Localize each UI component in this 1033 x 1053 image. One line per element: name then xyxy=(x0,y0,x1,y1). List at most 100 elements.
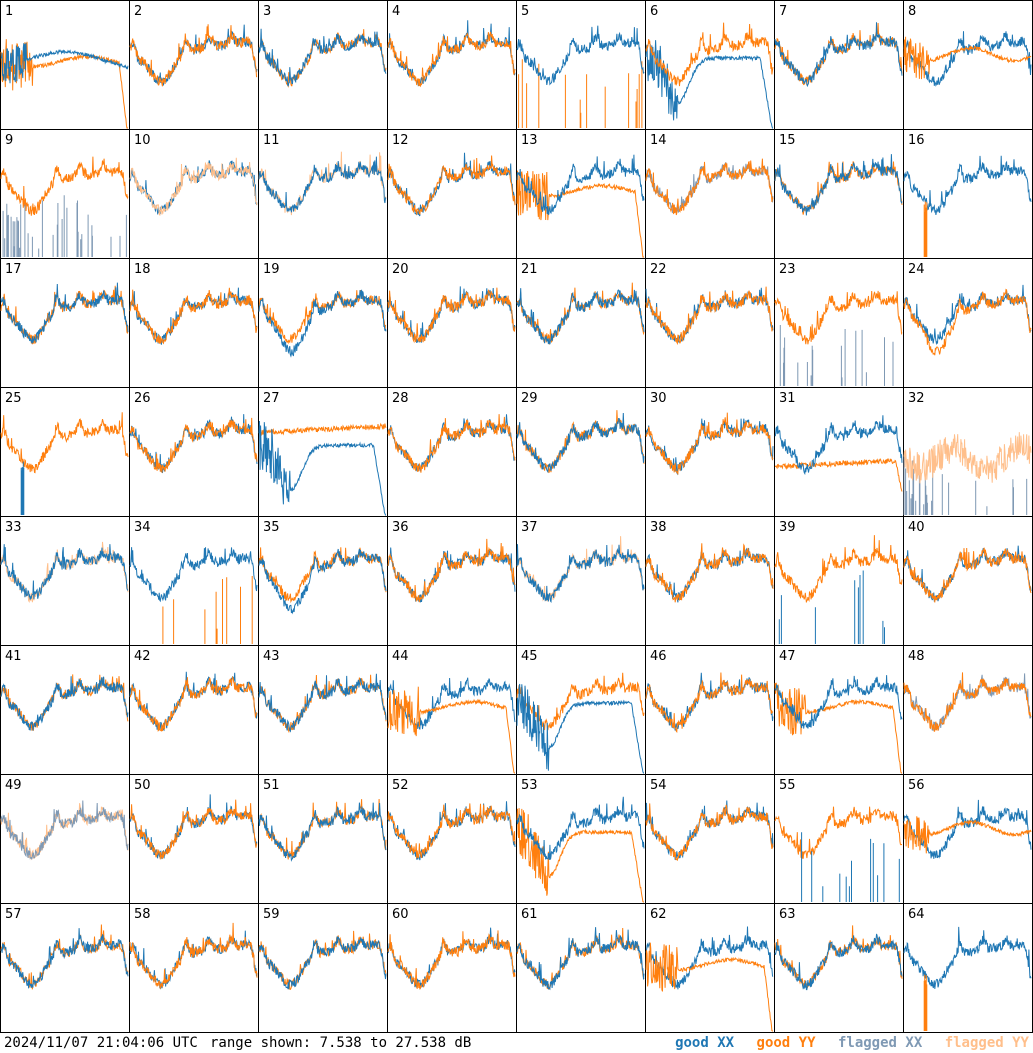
spectrum-panel-42: 42 xyxy=(129,645,259,775)
spectrum-panel-63: 63 xyxy=(774,903,904,1033)
panel-label: 8 xyxy=(908,4,916,19)
trace-yy-64 xyxy=(923,974,928,1031)
trace-yy-6 xyxy=(645,22,774,87)
spectrum-panel-22: 22 xyxy=(645,258,775,388)
trace-yy-16 xyxy=(923,201,928,257)
spectrum-panel-5: 5 xyxy=(516,0,646,130)
spectrum-panel-24: 24 xyxy=(903,258,1033,388)
trace-xx-61 xyxy=(516,927,645,991)
spectrum-panel-26: 26 xyxy=(129,387,259,517)
spectrum-panel-9: 9 xyxy=(0,129,130,259)
panel-frame xyxy=(387,516,517,646)
panel-frame xyxy=(387,129,517,259)
spectrum-panel-56: 56 xyxy=(903,774,1033,904)
timestamp: 2024/11/07 21:04:06 UTC xyxy=(4,1035,198,1051)
panel-frame xyxy=(258,387,388,517)
panel-frame xyxy=(0,258,130,388)
spectrum-panel-43: 43 xyxy=(258,645,388,775)
trace-xx-7 xyxy=(774,22,903,88)
panel-frame xyxy=(774,387,904,517)
panel-label: 20 xyxy=(392,262,409,277)
legend-good-yy: good YY xyxy=(756,1035,816,1051)
panel-frame xyxy=(0,645,130,775)
panel-label: 52 xyxy=(392,778,409,793)
spectrum-panel-41: 41 xyxy=(0,645,130,775)
panel-frame xyxy=(129,903,259,1033)
panel-label: 63 xyxy=(779,907,796,922)
panel-label: 56 xyxy=(908,778,925,793)
spectrum-panel-30: 30 xyxy=(645,387,775,517)
panel-label: 25 xyxy=(5,391,22,406)
trace-yy-4 xyxy=(387,31,516,88)
trace-xx-29 xyxy=(516,412,645,474)
trace-yy-56 xyxy=(903,816,1032,854)
panel-frame xyxy=(387,903,517,1033)
panel-label: 50 xyxy=(134,778,151,793)
spectrum-panel-35: 35 xyxy=(258,516,388,646)
spectrum-panel-27: 27 xyxy=(258,387,388,517)
panel-frame xyxy=(516,0,646,130)
trace-yy-54 xyxy=(645,803,774,861)
trace-xx-32 xyxy=(903,454,1028,515)
panel-label: 28 xyxy=(392,391,409,406)
panel-frame xyxy=(774,774,904,904)
trace-yy-22 xyxy=(645,286,774,346)
panel-label: 38 xyxy=(650,520,667,535)
panel-label: 37 xyxy=(521,520,538,535)
panel-frame xyxy=(774,258,904,388)
legend-good-xx: good XX xyxy=(675,1035,735,1051)
panel-label: 40 xyxy=(908,520,925,535)
panel-label: 7 xyxy=(779,4,787,19)
spectrum-panel-31: 31 xyxy=(774,387,904,517)
spectrum-panel-50: 50 xyxy=(129,774,259,904)
panel-label: 27 xyxy=(263,391,280,406)
trace-yy-39 xyxy=(774,535,903,603)
trace-yy-60 xyxy=(387,930,516,990)
spectrum-panel-62: 62 xyxy=(645,903,775,1033)
panel-frame xyxy=(0,387,130,517)
trace-xx-63 xyxy=(774,933,903,991)
trace-xx-31 xyxy=(774,415,903,476)
trace-xx-47 xyxy=(774,675,903,729)
trace-xx-17 xyxy=(0,282,129,345)
spectrum-panel-28: 28 xyxy=(387,387,517,517)
panel-label: 3 xyxy=(263,4,271,19)
spectrum-panel-53: 53 xyxy=(516,774,646,904)
spectrum-panel-54: 54 xyxy=(645,774,775,904)
trace-yy-20 xyxy=(387,287,516,344)
panel-label: 48 xyxy=(908,649,925,664)
spectrum-panel-36: 36 xyxy=(387,516,517,646)
trace-yy-28 xyxy=(387,414,516,473)
trace-yy-9 xyxy=(0,156,129,216)
panel-frame xyxy=(258,0,388,130)
panel-frame xyxy=(645,387,775,517)
trace-yy-47 xyxy=(774,682,902,774)
panel-frame xyxy=(516,129,646,259)
panel-label: 23 xyxy=(779,262,796,277)
trace-xx-37 xyxy=(516,544,645,603)
spectrum-panel-8: 8 xyxy=(903,0,1033,130)
trace-yy-24 xyxy=(903,288,1032,356)
trace-yy-23 xyxy=(774,290,903,345)
spectrum-panel-49: 49 xyxy=(0,774,130,904)
trace-xx-19 xyxy=(258,289,387,358)
panel-label: 4 xyxy=(392,4,400,19)
spectrum-panel-17: 17 xyxy=(0,258,130,388)
panel-label: 39 xyxy=(779,520,796,535)
panel-label: 36 xyxy=(392,520,409,535)
spectrum-panel-60: 60 xyxy=(387,903,517,1033)
trace-yy-1 xyxy=(0,39,128,129)
spectrum-panel-7: 7 xyxy=(774,0,904,130)
panel-label: 34 xyxy=(134,520,151,535)
panel-frame xyxy=(258,129,388,259)
panel-label: 58 xyxy=(134,907,151,922)
panel-label: 1 xyxy=(5,4,13,19)
spectrum-panel-14: 14 xyxy=(645,129,775,259)
trace-yy-5 xyxy=(518,59,643,128)
spectrum-panel-33: 33 xyxy=(0,516,130,646)
panel-label: 19 xyxy=(263,262,280,277)
panel-frame xyxy=(903,645,1033,775)
panel-frame xyxy=(903,903,1033,1033)
trace-yy-18 xyxy=(129,287,258,345)
spectrum-panel-12: 12 xyxy=(387,129,517,259)
